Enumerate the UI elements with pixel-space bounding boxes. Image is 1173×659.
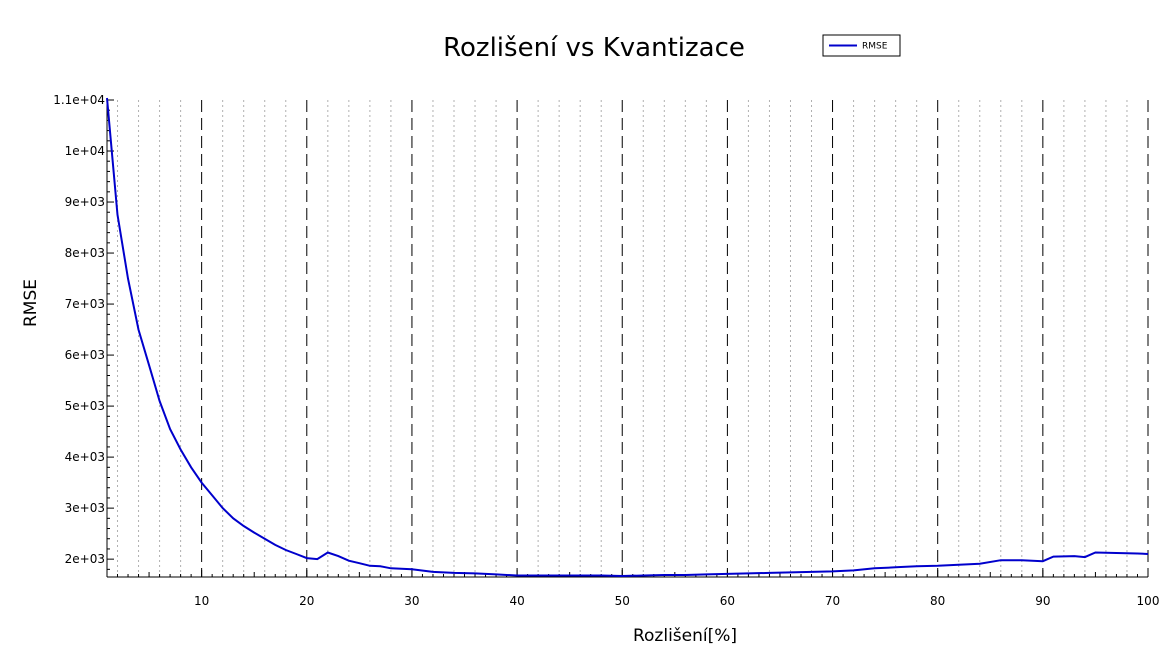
legend: RMSE xyxy=(822,34,901,57)
y-tick-label: 1.1e+04 xyxy=(53,93,105,107)
y-tick-label: 1e+04 xyxy=(65,144,105,158)
y-tick-label: 9e+03 xyxy=(65,195,105,209)
legend-label: RMSE xyxy=(862,42,888,52)
series-line-rmse xyxy=(106,97,1149,578)
x-axis-label: Rozlišení[%] xyxy=(633,626,737,646)
x-tick-label: 70 xyxy=(825,594,840,608)
x-tick-label: 10 xyxy=(194,594,209,608)
x-tick-label: 100 xyxy=(1137,594,1160,608)
x-tick-label: 20 xyxy=(299,594,314,608)
y-tick-label: 5e+03 xyxy=(65,399,105,413)
y-tick-label: 4e+03 xyxy=(65,450,105,464)
y-tick-label: 3e+03 xyxy=(65,501,105,515)
grid xyxy=(117,100,1149,577)
y-tick-label: 6e+03 xyxy=(65,348,105,362)
y-axis-label: RMSE xyxy=(21,279,41,327)
x-tick-labels: 10 20 30 40 50 60 70 80 90 100 xyxy=(194,594,1159,608)
y-tick-labels: 2e+03 3e+03 4e+03 5e+03 6e+03 7e+03 8e+03 9e+03… xyxy=(53,93,105,566)
x-tick-label: 80 xyxy=(930,594,945,608)
y-tick-label: 2e+03 xyxy=(65,552,105,566)
legend-box xyxy=(822,34,901,57)
x-tick-label: 50 xyxy=(615,594,630,608)
x-tick-label: 40 xyxy=(509,594,524,608)
y-tick-label: 8e+03 xyxy=(65,246,105,260)
x-tick-label: 90 xyxy=(1035,594,1050,608)
chart-title: Rozlišení vs Kvantizace xyxy=(443,33,745,63)
y-tick-label: 7e+03 xyxy=(65,297,105,311)
axes xyxy=(106,99,1149,578)
x-tick-label: 30 xyxy=(404,594,419,608)
x-tick-label: 60 xyxy=(720,594,735,608)
